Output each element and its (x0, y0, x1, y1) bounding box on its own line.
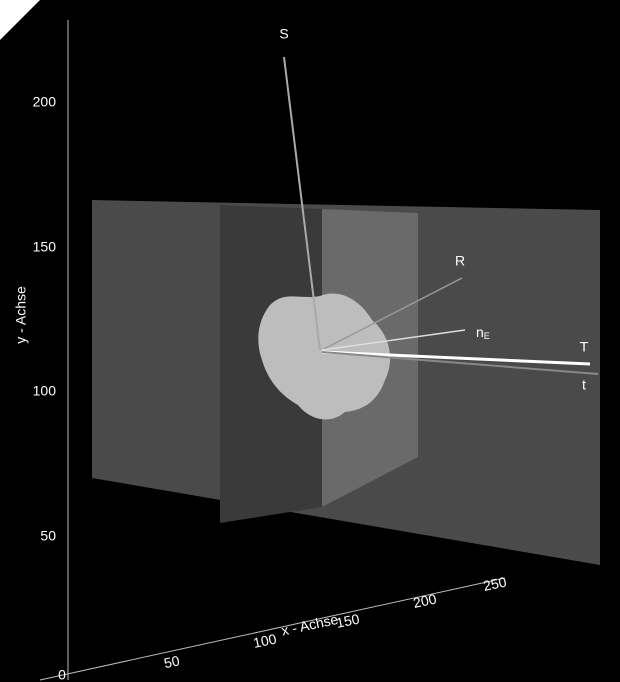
y-tick-label: 200 (33, 94, 57, 110)
label-n-sub: E (484, 331, 490, 341)
label-s: S (279, 26, 288, 42)
y-tick-label: 100 (33, 383, 57, 399)
y-tick-label: 50 (40, 528, 56, 544)
origin-tick: 0 (58, 667, 66, 682)
y-axis-label: y - Achse (13, 286, 29, 344)
scene: S R nE T t y - Achse x - Achse 0 5010015… (0, 0, 620, 682)
label-big-t: T (580, 339, 589, 355)
label-n-main: n (476, 324, 484, 340)
label-r: R (455, 253, 465, 269)
page: S R nE T t y - Achse x - Achse 0 5010015… (0, 0, 620, 682)
y-tick-label: 150 (33, 239, 57, 255)
label-small-t: t (582, 377, 586, 393)
